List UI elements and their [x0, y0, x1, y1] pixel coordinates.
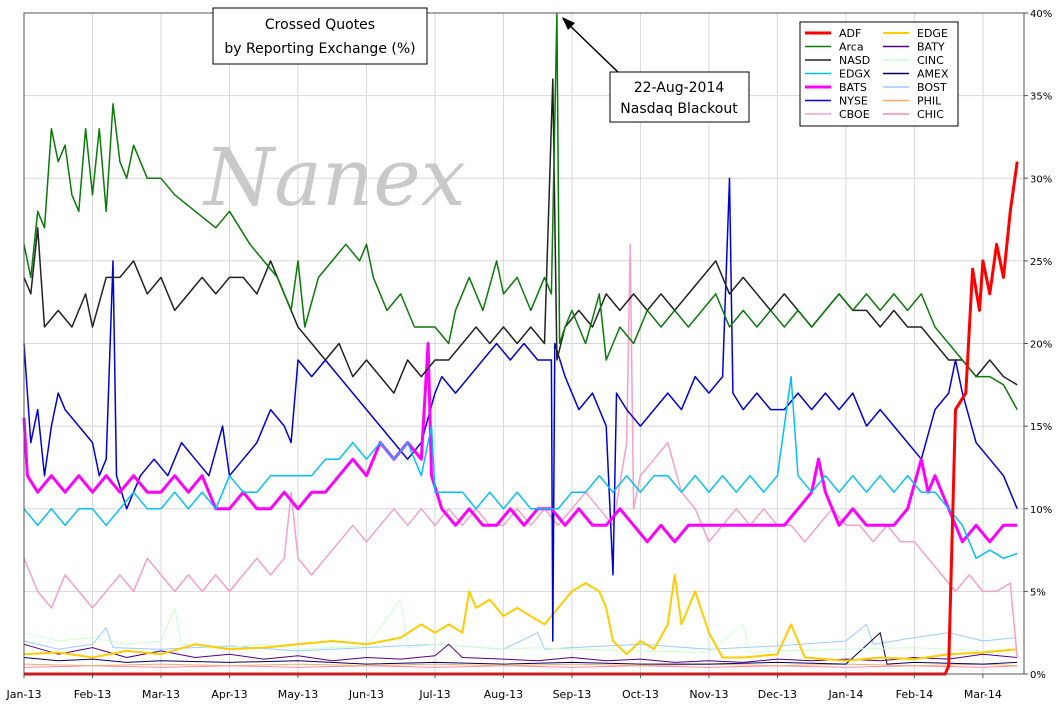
series-line-baty — [23, 643, 1018, 663]
x-tick-label: Jul-13 — [418, 688, 450, 701]
legend-label-cinc: CINC — [917, 54, 944, 67]
series-line-nyse — [23, 177, 1018, 642]
legend-label-cboe: CBOE — [839, 108, 870, 121]
y-tick-label: 40% — [1030, 9, 1052, 20]
legend-label-baty: BATY — [917, 41, 945, 54]
series-line-bats — [22, 342, 1018, 544]
x-tick-label: Sep-13 — [553, 688, 592, 701]
x-tick-label: Apr-13 — [211, 688, 247, 701]
x-tick-label: Mar-13 — [142, 688, 180, 701]
annotation: 22-Aug-2014 Nasdaq Blackout — [562, 17, 750, 123]
watermark: Nanex — [202, 131, 466, 224]
series-lines — [22, 12, 1019, 676]
annotation-line-2: Nasdaq Blackout — [620, 101, 738, 117]
x-tick-label: Oct-13 — [622, 688, 659, 701]
title-box: Crossed Quotes by Reporting Exchange (%) — [212, 7, 428, 65]
y-tick-label: 0% — [1030, 670, 1046, 681]
annotation-line-1: 22-Aug-2014 — [634, 80, 725, 96]
legend-label-amex: AMEX — [917, 68, 949, 81]
x-tick-label: Feb-14 — [896, 688, 933, 701]
annotation-arrow — [562, 18, 621, 75]
y-tick-label: 35% — [1030, 92, 1052, 103]
x-tick-label: May-13 — [278, 688, 319, 701]
y-tick-label: 10% — [1030, 505, 1052, 516]
legend-label-bost: BOST — [917, 81, 947, 94]
x-tick-label: Nov-13 — [689, 688, 728, 701]
x-tick-label: Jan-14 — [827, 688, 863, 701]
y-tick-label: 30% — [1030, 174, 1052, 185]
title-line-2: by Reporting Exchange (%) — [224, 41, 415, 57]
legend-label-arca: Arca — [839, 41, 864, 54]
y-tick-label: 5% — [1030, 587, 1046, 598]
series-line-edge — [23, 573, 1018, 662]
legend-label-phil: PHIL — [917, 95, 942, 108]
legend-label-nyse: NYSE — [839, 95, 868, 108]
series-line-bost — [23, 623, 1018, 652]
legend-label-edge: EDGE — [917, 27, 948, 40]
series-line-cboe — [23, 243, 1018, 658]
legend-label-chic: CHIC — [917, 108, 944, 121]
legend-label-adf: ADF — [839, 27, 861, 40]
x-tick-label: Jun-13 — [348, 688, 384, 701]
series-line-adf — [24, 161, 1019, 676]
legend-label-nasd: NASD — [839, 54, 870, 67]
series-line-phil — [23, 663, 1018, 667]
legend-label-bats: BATS — [839, 81, 867, 94]
series-line-arca — [23, 12, 1018, 410]
y-tick-label: 25% — [1030, 257, 1052, 268]
series-line-edgx — [23, 375, 1018, 560]
series-line-chic — [23, 665, 1018, 668]
legend-label-edgx: EDGX — [839, 68, 871, 81]
x-tick-label: Aug-13 — [484, 688, 523, 701]
axes: 0% 5% 10% 15% 20% 25% 30% 35% 40% Jan-13 Feb-13 Mar… — [6, 9, 1053, 701]
y-tick-label: 15% — [1030, 422, 1052, 433]
x-tick-label: Dec-13 — [758, 688, 797, 701]
x-tick-label: Jan-13 — [6, 688, 42, 701]
annotation-arrowhead — [562, 17, 575, 30]
title-line-1: Crossed Quotes — [265, 17, 375, 33]
y-tick-label: 20% — [1030, 340, 1052, 351]
series-line-cinc — [23, 599, 1018, 653]
series-line-amex — [23, 632, 1018, 665]
x-tick-label: Feb-13 — [74, 688, 111, 701]
x-tick-label: Mar-14 — [964, 688, 1002, 701]
